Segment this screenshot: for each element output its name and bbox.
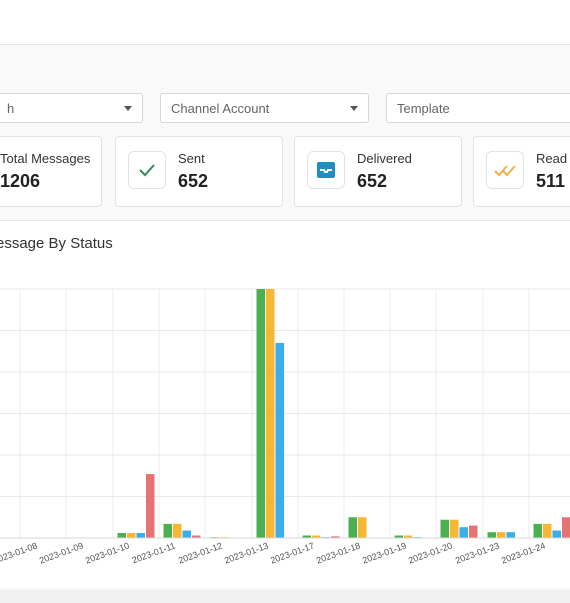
x-tick-label: 2023-01-08 (0, 540, 39, 565)
bar-2023-01-20-s3 (469, 525, 478, 538)
read-card: Read 511 (473, 136, 570, 207)
bar-2023-01-19-s1 (404, 535, 413, 538)
sent-label: Sent (178, 151, 205, 166)
inbox-icon (307, 151, 345, 189)
bar-2023-01-10-s0 (117, 533, 126, 538)
bar-2023-01-18-s1 (358, 517, 367, 538)
chart-title: essage By Status (0, 235, 113, 252)
total-messages-value: 1206 (0, 171, 41, 191)
read-label: Read (536, 151, 568, 166)
total-messages-label: Total Messages (0, 151, 91, 166)
bar-2023-01-11-s2 (182, 530, 191, 538)
x-tick-label: 2023-01-11 (131, 540, 177, 565)
double-check-icon (486, 151, 524, 189)
x-tick-label: 2023-01-20 (407, 540, 454, 565)
template-select[interactable]: Template (386, 93, 570, 123)
bar-2023-01-17-s3 (331, 536, 340, 538)
bar-2023-01-24-s0 (533, 523, 542, 538)
bar-2023-01-13-s2 (275, 342, 284, 538)
x-tick-label: 2023-01-09 (38, 540, 85, 565)
bar-2023-01-13-s1 (266, 289, 275, 538)
bar-2023-01-11-s3 (192, 535, 201, 538)
total-messages-card: Total Messages 1206 (0, 136, 102, 207)
sent-card: Sent 652 (115, 136, 283, 207)
bar-2023-01-18-s0 (348, 517, 357, 538)
bar-2023-01-10-s2 (136, 533, 145, 538)
bar-2023-01-24-s3 (562, 517, 570, 538)
chevron-down-icon (124, 106, 132, 111)
filter-select-1[interactable]: h (0, 93, 143, 123)
x-tick-label: 2023-01-24 (500, 540, 547, 565)
filter-select-1-value: h (7, 100, 15, 116)
chevron-down-icon (350, 106, 358, 111)
read-value: 511 (536, 171, 566, 191)
bar-2023-01-10-s1 (127, 533, 136, 538)
bar-2023-01-10-s3 (146, 474, 155, 538)
x-tick-label: 2023-01-13 (223, 540, 270, 565)
bar-2023-01-23-s0 (487, 532, 496, 538)
bar-2023-01-11-s1 (173, 523, 182, 538)
bar-2023-01-19-s0 (394, 535, 403, 538)
message-status-bar-chart: 2023-01-08 2023-01-09 2023-01-10 2023-01-11… (0, 288, 570, 566)
bar-2023-01-23-s1 (497, 532, 506, 538)
bar-2023-01-17-s1 (312, 535, 321, 538)
bar-2023-01-23-s2 (506, 532, 515, 538)
bar-2023-01-20-s0 (440, 519, 449, 538)
bar-2023-01-17-s0 (302, 535, 311, 538)
check-icon (128, 151, 166, 189)
x-tick-label: 2023-01-23 (454, 540, 501, 565)
bar-2023-01-24-s1 (543, 523, 552, 538)
template-placeholder: Template (397, 100, 450, 116)
x-tick-label: 2023-01-18 (315, 540, 362, 565)
channel-account-select[interactable]: Channel Account (160, 93, 369, 123)
delivered-label: Delivered (357, 151, 412, 166)
bar-2023-01-20-s2 (459, 527, 468, 538)
top-bar (0, 0, 570, 45)
message-status-chart-card: essage By Status 2023-01-08 2023-01-09 202… (0, 220, 570, 588)
bar-2023-01-24-s2 (552, 530, 561, 538)
sent-value: 652 (178, 171, 209, 191)
x-tick-label: 2023-01-17 (269, 540, 316, 565)
delivered-value: 652 (357, 171, 388, 191)
x-tick-label: 2023-01-12 (177, 540, 224, 565)
x-tick-label: 2023-01-19 (361, 540, 408, 565)
bar-2023-01-20-s1 (450, 519, 459, 538)
delivered-card: Delivered 652 (294, 136, 462, 207)
channel-account-placeholder: Channel Account (171, 100, 270, 116)
bottom-strip (0, 590, 570, 603)
bar-2023-01-13-s0 (256, 289, 265, 538)
bar-2023-01-11-s0 (163, 523, 172, 538)
x-tick-label: 2023-01-10 (84, 540, 131, 565)
